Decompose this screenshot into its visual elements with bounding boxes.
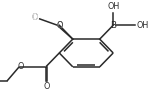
Text: O: O [56, 21, 63, 30]
Text: O: O [17, 62, 23, 71]
Text: B: B [110, 21, 116, 30]
Text: O: O [56, 21, 63, 30]
Text: OH: OH [137, 21, 149, 30]
Text: O: O [31, 13, 38, 22]
Text: C: C [45, 66, 46, 67]
Text: O: O [31, 13, 38, 22]
Text: O: O [43, 82, 50, 91]
Text: OH: OH [107, 2, 119, 11]
Text: O: O [57, 21, 63, 30]
